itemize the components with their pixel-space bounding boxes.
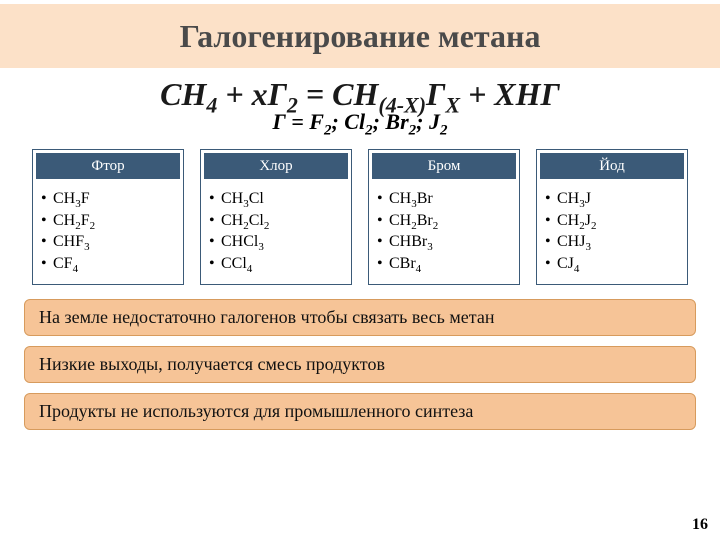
eq-sub: 4 bbox=[206, 92, 217, 117]
eq-seg: ; Cl bbox=[331, 109, 365, 134]
note-item: Продукты не используются для промышленно… bbox=[24, 393, 696, 430]
title-bar: Галогенирование метана bbox=[0, 4, 720, 68]
formula-item: CH3F bbox=[43, 188, 179, 210]
column-body: CH3FCH2F2CHF3CF4 bbox=[33, 182, 183, 284]
eq-sub: 2 bbox=[365, 122, 373, 138]
halogen-column: Хлор CH3ClCH2Cl2CHCl3CCl4 bbox=[200, 149, 352, 285]
page-number: 16 bbox=[692, 516, 708, 534]
formula-item: CBr4 bbox=[379, 253, 515, 275]
column-body: CH3JCH2J2CHJ3CJ4 bbox=[537, 182, 687, 284]
formula-item: CHF3 bbox=[43, 231, 179, 253]
formula-item: CH2J2 bbox=[547, 210, 683, 232]
eq-sub: X bbox=[445, 92, 460, 117]
eq-sub: 2 bbox=[440, 122, 448, 138]
halogen-columns: Фтор CH3FCH2F2CHF3CF4 Хлор CH3ClCH2Cl2CHCl3… bbox=[0, 135, 720, 295]
equation-subline: Г = F2; Cl2; Br2; J2 bbox=[0, 109, 720, 135]
note-item: На земле недостаточно галогенов чтобы св… bbox=[24, 299, 696, 336]
formula-item: CH3J bbox=[547, 188, 683, 210]
equation-block: CH4 + xГ2 = CH(4-X)ГX + XHГ Г = F2; Cl2;… bbox=[0, 68, 720, 135]
formula-item: CH3Cl bbox=[211, 188, 347, 210]
formula-item: CH2Cl2 bbox=[211, 210, 347, 232]
formula-item: CHJ3 bbox=[547, 231, 683, 253]
eq-seg: Г bbox=[426, 76, 445, 112]
equation-main: CH4 + xГ2 = CH(4-X)ГX + XHГ bbox=[0, 76, 720, 113]
column-header: Хлор bbox=[204, 153, 348, 179]
formula-item: CHBr3 bbox=[379, 231, 515, 253]
column-header: Йод bbox=[540, 153, 684, 179]
eq-seg: ; Br bbox=[373, 109, 409, 134]
formula-item: CHCl3 bbox=[211, 231, 347, 253]
formula-item: CH2F2 bbox=[43, 210, 179, 232]
formula-item: CJ4 bbox=[547, 253, 683, 275]
halogen-column: Йод CH3JCH2J2CHJ3CJ4 bbox=[536, 149, 688, 285]
note-item: Низкие выходы, получается смесь продукто… bbox=[24, 346, 696, 383]
eq-seg: + xГ bbox=[217, 76, 287, 112]
eq-seg: = CH bbox=[298, 76, 378, 112]
column-header: Бром bbox=[372, 153, 516, 179]
eq-seg: CH bbox=[160, 76, 206, 112]
eq-seg: Г = F bbox=[272, 109, 324, 134]
halogen-column: Фтор CH3FCH2F2CHF3CF4 bbox=[32, 149, 184, 285]
column-header: Фтор bbox=[36, 153, 180, 179]
formula-item: CH2Br2 bbox=[379, 210, 515, 232]
eq-seg: + XHГ bbox=[460, 76, 560, 112]
notes-block: На земле недостаточно галогенов чтобы св… bbox=[0, 295, 720, 430]
eq-seg: ; J bbox=[416, 109, 440, 134]
formula-item: CF4 bbox=[43, 253, 179, 275]
halogen-column: Бром CH3BrCH2Br2CHBr3CBr4 bbox=[368, 149, 520, 285]
column-body: CH3ClCH2Cl2CHCl3CCl4 bbox=[201, 182, 351, 284]
column-body: CH3BrCH2Br2CHBr3CBr4 bbox=[369, 182, 519, 284]
page-title: Галогенирование метана bbox=[180, 18, 541, 55]
formula-item: CH3Br bbox=[379, 188, 515, 210]
formula-item: CCl4 bbox=[211, 253, 347, 275]
